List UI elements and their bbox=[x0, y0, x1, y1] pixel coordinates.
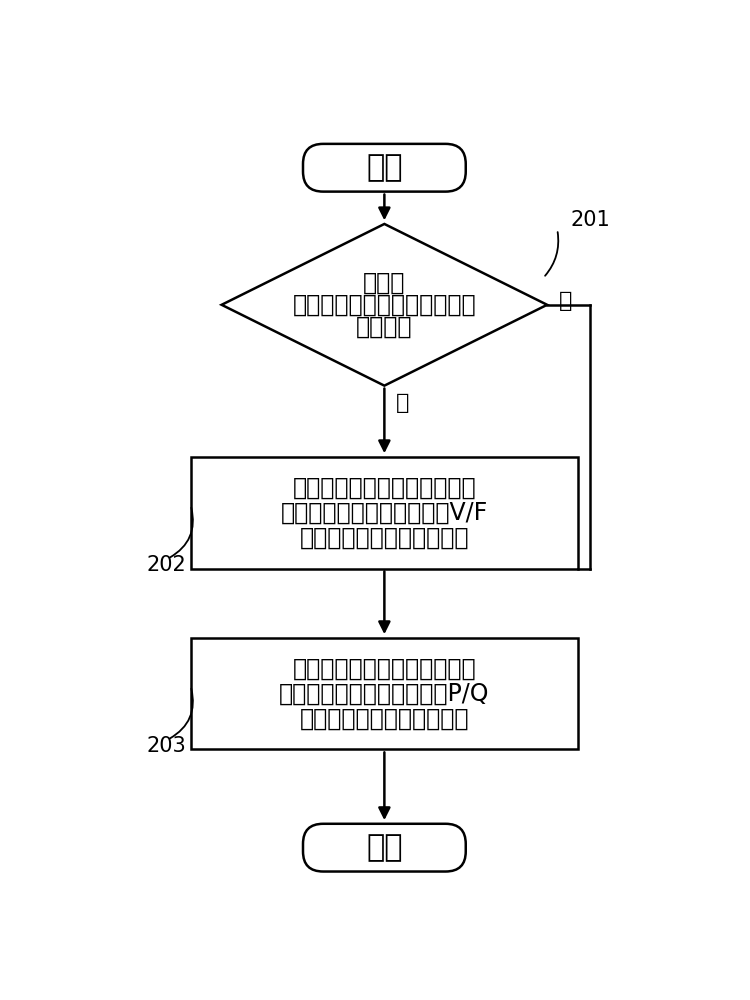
Text: 主机控制器控制参与并联组网: 主机控制器控制参与并联组网 bbox=[292, 476, 476, 500]
Text: 201: 201 bbox=[570, 210, 610, 230]
Text: 203: 203 bbox=[146, 736, 186, 756]
Text: 的多台储能变流器同步进行V/F: 的多台储能变流器同步进行V/F bbox=[280, 501, 488, 525]
Text: 的多台储能变流器同步进行P/Q: 的多台储能变流器同步进行P/Q bbox=[279, 682, 490, 706]
Bar bbox=[190, 638, 578, 749]
Text: 结束: 结束 bbox=[366, 833, 403, 862]
FancyBboxPatch shape bbox=[303, 824, 466, 872]
Bar bbox=[190, 457, 578, 569]
Text: 开始: 开始 bbox=[366, 153, 403, 182]
FancyBboxPatch shape bbox=[303, 144, 466, 192]
Text: 是: 是 bbox=[396, 393, 410, 413]
Text: 控制，并控制受控开关闭合: 控制，并控制受控开关闭合 bbox=[299, 706, 470, 730]
Text: 否: 否 bbox=[559, 291, 572, 311]
Text: 主机控制器控制参与并联组网: 主机控制器控制参与并联组网 bbox=[292, 657, 476, 681]
Text: 主机控: 主机控 bbox=[363, 271, 406, 295]
Text: 控制，并控制受控开关断开: 控制，并控制受控开关断开 bbox=[299, 525, 470, 549]
Polygon shape bbox=[222, 224, 547, 386]
Text: 制器检测电网是否发生断电或: 制器检测电网是否发生断电或 bbox=[292, 293, 476, 317]
Text: 202: 202 bbox=[146, 555, 186, 575]
Text: 故障情况: 故障情况 bbox=[356, 314, 413, 338]
